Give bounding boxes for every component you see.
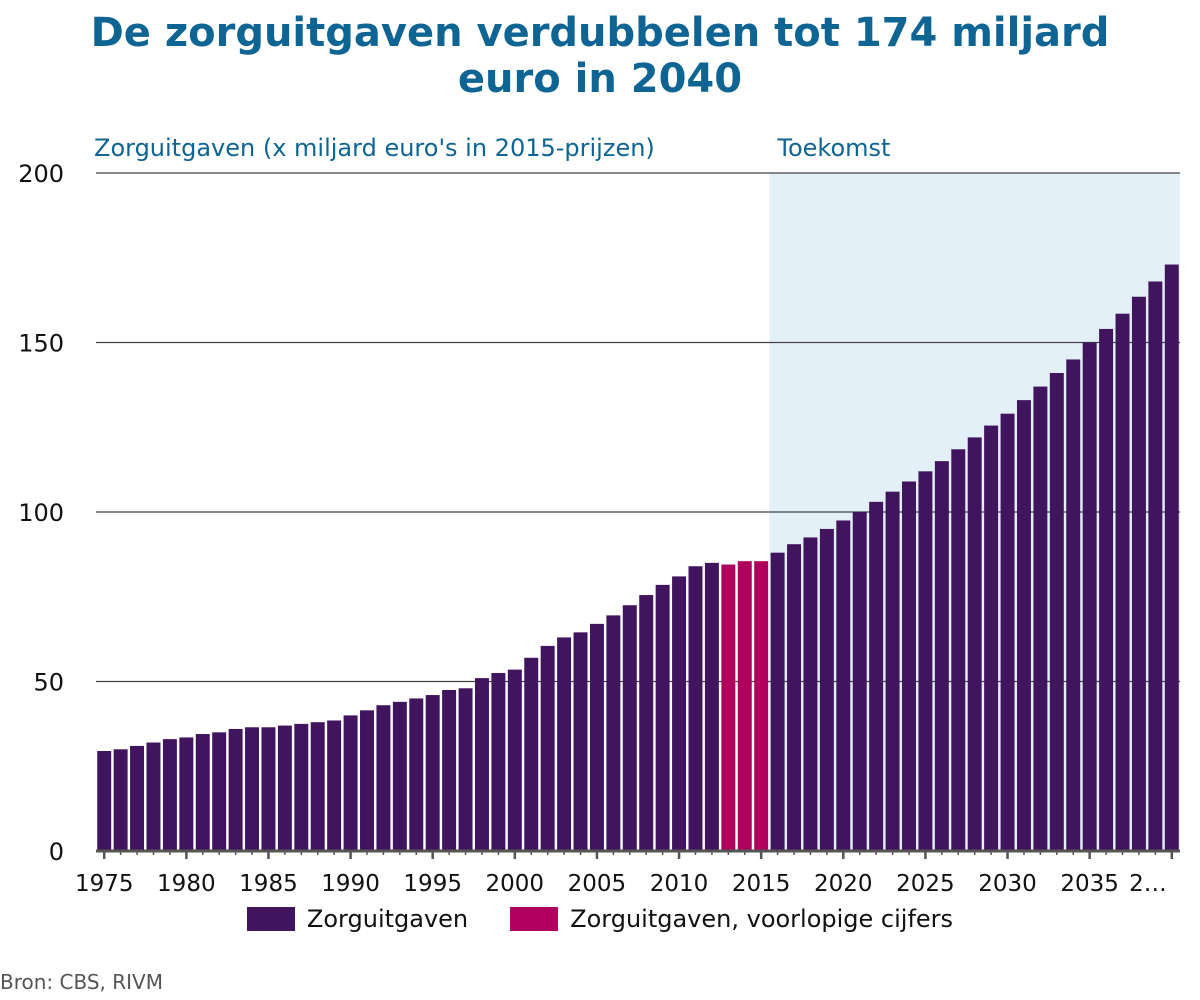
x-tick-label: 2020	[814, 871, 873, 897]
bar	[787, 544, 802, 851]
bar	[425, 695, 440, 851]
bar	[376, 705, 391, 851]
y-tick-label: 50	[33, 669, 64, 697]
bar	[524, 657, 539, 851]
bar	[672, 576, 687, 851]
bar	[474, 678, 489, 851]
x-tick-label: 1985	[239, 871, 298, 897]
legend: Zorguitgaven Zorguitgaven, voorlopige ci…	[0, 905, 1200, 933]
legend-label: Zorguitgaven, voorlopige cijfers	[570, 905, 954, 933]
bar-chart: 0 50 100 150 200 1975 1980 1985 1990 1995 2000 2005…	[18, 134, 1180, 897]
bar	[277, 725, 292, 851]
bar	[245, 727, 260, 851]
source-note: Bron: CBS, RIVM	[0, 970, 163, 994]
bar	[491, 673, 506, 851]
x-tick-label: 2030	[978, 871, 1037, 897]
x-tick-label: 2005	[568, 871, 627, 897]
bar	[146, 742, 161, 851]
x-tick-label: 2…	[1129, 871, 1167, 897]
y-tick-label: 100	[18, 499, 64, 527]
bar	[442, 689, 457, 851]
bar	[573, 632, 588, 851]
bar	[162, 739, 177, 851]
bar	[704, 562, 719, 851]
bar	[589, 623, 604, 851]
bar	[819, 528, 834, 851]
x-tick-label: 2025	[896, 871, 955, 897]
bar	[1082, 342, 1097, 851]
bar	[852, 512, 867, 851]
bar	[507, 669, 522, 851]
bar	[409, 698, 424, 851]
bar	[984, 425, 999, 851]
x-tick-label: 1995	[403, 871, 462, 897]
bar	[770, 552, 785, 851]
legend-swatch	[246, 907, 295, 931]
bar	[606, 615, 621, 851]
bar	[179, 737, 194, 851]
bar	[195, 734, 210, 851]
bar	[1148, 281, 1163, 852]
bar	[688, 566, 703, 851]
bar	[902, 481, 916, 851]
x-tick-label: 2010	[650, 871, 709, 897]
bar	[261, 727, 276, 851]
bar	[1099, 328, 1114, 851]
bar	[360, 710, 374, 851]
bar	[1016, 400, 1031, 851]
bar	[557, 637, 572, 851]
x-tick-label: 2000	[486, 871, 545, 897]
x-tick-label: 2015	[732, 871, 791, 897]
bar	[869, 501, 884, 851]
bar	[540, 645, 555, 851]
bar	[885, 491, 900, 851]
bar	[327, 720, 342, 851]
chart-title-line-1: De zorguitgaven verdubbelen tot 174 milj…	[90, 10, 1110, 56]
bar	[1115, 313, 1130, 851]
bar	[1164, 264, 1179, 851]
legend-item-zorguitgaven: Zorguitgaven	[246, 905, 469, 933]
legend-item-voorlopige-cijfers: Zorguitgaven, voorlopige cijfers	[510, 905, 953, 933]
bar	[967, 437, 982, 851]
x-tick-label: 1980	[157, 871, 216, 897]
bar	[228, 728, 243, 851]
bar	[655, 584, 670, 851]
bar	[113, 749, 128, 851]
bar	[1033, 386, 1048, 851]
y-tick-label: 200	[18, 160, 64, 188]
bar	[1131, 296, 1146, 851]
bar	[458, 688, 473, 851]
bar	[737, 561, 752, 851]
bar	[918, 471, 933, 851]
bar	[934, 461, 949, 851]
bar	[310, 722, 325, 851]
bar	[294, 723, 309, 851]
x-tick-label: 1975	[75, 871, 134, 897]
chart-title-line-2: euro in 2040	[457, 56, 743, 102]
x-tick-label: 1990	[321, 871, 380, 897]
legend-swatch	[510, 907, 559, 931]
bar	[212, 732, 227, 851]
bar	[1000, 413, 1015, 851]
bar	[803, 537, 818, 851]
bar	[392, 701, 407, 851]
bar	[951, 449, 966, 851]
bar	[130, 745, 145, 851]
bar	[343, 715, 358, 851]
bar	[836, 520, 851, 851]
legend-label: Zorguitgaven	[306, 905, 469, 933]
x-tick-label: 2035	[1060, 871, 1119, 897]
chart-title: De zorguitgaven verdubbelen tot 174 milj…	[0, 10, 1200, 102]
bar	[1066, 359, 1081, 851]
future-label: Toekomst	[776, 134, 890, 162]
bar	[754, 561, 769, 851]
bar	[97, 750, 112, 851]
bar	[639, 595, 654, 851]
y-tick-label: 150	[18, 330, 64, 358]
bar	[1049, 373, 1064, 851]
y-tick-label: 0	[49, 838, 64, 866]
y-axis-label: Zorguitgaven (x miljard euro's in 2015-p…	[94, 134, 655, 162]
bar	[721, 564, 736, 851]
bar	[622, 605, 637, 851]
